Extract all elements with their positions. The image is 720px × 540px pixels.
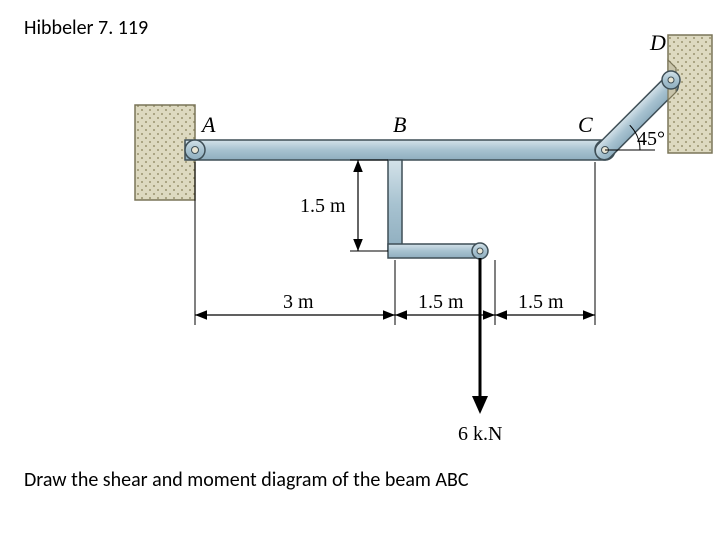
labels: A B C D 45° 1.5 m 3 m 1.5 m 1.5 m 6 k.N — [200, 30, 666, 445]
load-arrow — [472, 258, 488, 414]
label-angle: 45° — [637, 128, 665, 150]
dim-vertical — [350, 160, 388, 251]
pin-a — [185, 140, 205, 160]
dim-xc-label: 1.5 m — [518, 291, 564, 313]
label-d: D — [649, 30, 666, 55]
label-c: C — [578, 112, 593, 137]
drop-member — [388, 160, 488, 259]
load-label: 6 k.N — [458, 423, 502, 445]
diagram: A B C D 45° 1.5 m 3 m 1.5 m 1.5 m 6 k.N — [0, 0, 720, 540]
beam-abc — [185, 140, 615, 160]
dim-ab-label: 3 m — [283, 291, 314, 313]
label-b: B — [393, 112, 406, 137]
label-a: A — [200, 112, 216, 137]
dim-bx-label: 1.5 m — [418, 291, 464, 313]
dim-v-label: 1.5 m — [300, 195, 346, 217]
